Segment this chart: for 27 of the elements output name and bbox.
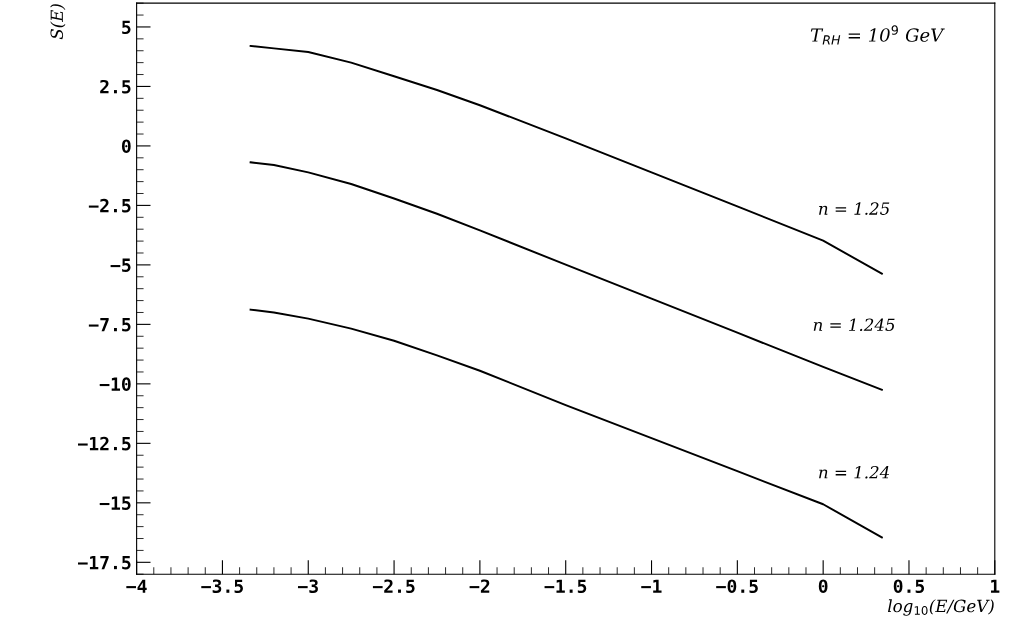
x-axis-title: log$_{10}$(E/GeV) — [887, 599, 994, 616]
y-tick-label: −12.5 — [77, 436, 131, 451]
y-tick-label: −17.5 — [77, 556, 131, 570]
series-label: n = 1.24 — [819, 465, 890, 479]
x-tick-label: −0.5 — [716, 579, 758, 594]
y-tick-label: −5 — [110, 258, 131, 272]
annotation: T$_{RH}$ = 10$^{9}$ GeV — [810, 25, 945, 45]
y-tick-label: −10 — [99, 377, 131, 391]
series-label: n = 1.245 — [813, 318, 895, 332]
x-tick-label: 1 — [991, 579, 1000, 593]
y-axis-title: S(E) — [50, 4, 66, 40]
y-tick-label: 0 — [121, 139, 131, 154]
series-label: n = 1.25 — [819, 202, 890, 215]
x-tick-label: 0 — [818, 579, 828, 594]
x-tick-label: −1 — [641, 579, 662, 593]
x-tick-label: −3.5 — [201, 579, 243, 594]
x-tick-label: −4 — [126, 579, 147, 593]
y-tick-label: −2.5 — [88, 198, 131, 213]
y-tick-label: −15 — [99, 496, 131, 510]
x-tick-label: −1.5 — [544, 579, 587, 594]
x-tick-label: −2 — [469, 579, 490, 593]
y-tick-label: 2.5 — [100, 79, 131, 94]
y-tick-label: 5 — [122, 20, 131, 35]
x-tick-label: 0.5 — [893, 579, 925, 594]
y-tick-label: −7.5 — [88, 318, 131, 332]
x-tick-label: −2.5 — [372, 579, 415, 594]
x-tick-label: −3 — [297, 579, 318, 594]
